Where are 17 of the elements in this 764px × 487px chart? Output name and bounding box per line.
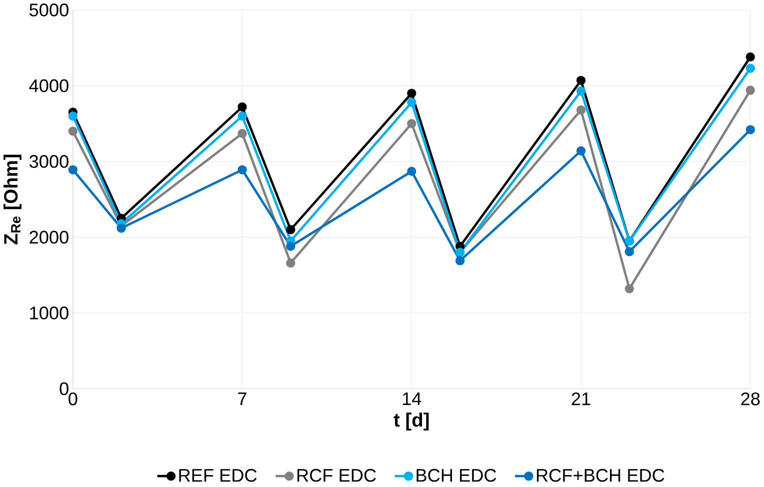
y-tick-label: 0 bbox=[60, 382, 68, 395]
x-axis-title: t [d] bbox=[394, 412, 429, 430]
legend-label: BCH EDC bbox=[416, 468, 496, 482]
y-axis-title: Z$_{Re}$ [Ohm] bbox=[4, 154, 22, 244]
y-tick-label: 4000 bbox=[29, 79, 68, 92]
legend-label: RCF+BCH EDC bbox=[536, 468, 664, 482]
x-tick-label: 21 bbox=[572, 392, 590, 405]
x-tick-label: 7 bbox=[238, 392, 246, 405]
y-tick-label: 2000 bbox=[30, 230, 68, 244]
x-tick-label: 0 bbox=[68, 392, 78, 406]
legend-label: REF EDC bbox=[179, 468, 257, 482]
y-tick-label: 3000 bbox=[29, 154, 68, 168]
y-tick-label: 5000 bbox=[30, 3, 68, 16]
x-tick-label: 14 bbox=[402, 392, 422, 405]
y-tick-label: 1000 bbox=[30, 306, 68, 320]
legend-label: RCF EDC bbox=[297, 468, 376, 482]
x-tick-label: 28 bbox=[741, 392, 760, 406]
